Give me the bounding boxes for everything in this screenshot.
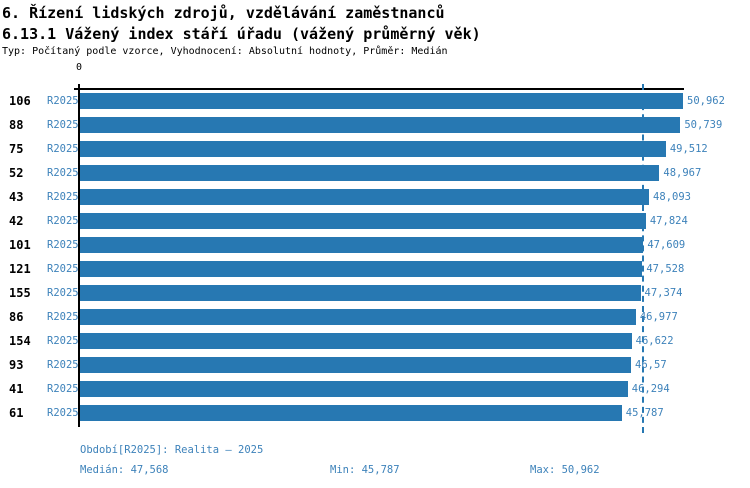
bar[interactable] [80,117,681,133]
row-period-label: R2025 [47,215,79,227]
bar[interactable] [80,261,643,277]
bar[interactable] [80,309,636,325]
bar-value-label: 49,512 [669,143,708,155]
row-period-label: R2025 [47,167,79,179]
row-period-label: R2025 [47,383,79,395]
bar[interactable] [80,189,650,205]
bar[interactable] [80,141,666,157]
row-id-label: 41 [9,382,24,396]
bar[interactable] [80,93,683,109]
bar[interactable] [80,405,622,421]
row-period-label: R2025 [47,119,79,131]
row-period-label: R2025 [47,239,79,251]
row-id-label: 101 [9,238,31,252]
median-reference-line [641,84,644,433]
row-id-label: 61 [9,406,24,420]
row-id-label: 155 [9,286,31,300]
page-title: 6. Řízení lidských zdrojů, vzdělávání za… [2,4,445,22]
row-id-label: 121 [9,262,31,276]
bar-value-label: 46,57 [635,359,667,371]
row-id-label: 88 [9,118,24,132]
bar-value-label: 46,977 [639,311,678,323]
row-period-label: R2025 [47,263,79,275]
row-period-label: R2025 [47,143,79,155]
bar[interactable] [80,237,644,253]
row-id-label: 106 [9,94,31,108]
bar[interactable] [80,381,628,397]
row-period-label: R2025 [47,95,79,107]
bar-value-label: 47,609 [647,239,686,251]
footer-median-value: Medián: 47,568 [80,464,169,476]
bar[interactable] [80,333,632,349]
row-period-label: R2025 [47,359,79,371]
row-period-label: R2025 [47,191,79,203]
x-axis-zero-tick-label: 0 [75,62,83,73]
bar-value-label: 45,787 [625,407,664,419]
bar-value-label: 48,967 [663,167,702,179]
bar[interactable] [80,357,631,373]
row-period-label: R2025 [47,311,79,323]
x-axis-line [74,88,684,90]
chart-meta-line: Typ: Počítaný podle vzorce, Vyhodnocení:… [2,46,448,57]
chart-subtitle: 6.13.1 Vážený index stáří úřadu (vážený … [2,25,481,43]
y-axis-line [78,84,80,427]
row-id-label: 93 [9,358,24,372]
bar[interactable] [80,165,660,181]
row-id-label: 75 [9,142,24,156]
bar-value-label: 47,374 [644,287,683,299]
bar-value-label: 47,824 [649,215,688,227]
row-id-label: 86 [9,310,24,324]
row-period-label: R2025 [47,287,79,299]
bar[interactable] [80,285,641,301]
row-id-label: 42 [9,214,24,228]
bar-value-label: 48,093 [653,191,691,203]
footer-period-info: Období[R2025]: Realita – 2025 [80,444,264,456]
row-period-label: R2025 [47,407,79,419]
row-id-label: 52 [9,166,24,180]
bar[interactable] [80,213,646,229]
footer-min-value: Min: 45,787 [330,464,400,476]
row-id-label: 43 [9,190,24,204]
row-period-label: R2025 [47,335,79,347]
bar-value-label: 50,739 [684,119,723,131]
row-id-label: 154 [9,334,31,348]
bar-value-label: 46,622 [635,335,674,347]
footer-max-value: Max: 50,962 [530,464,600,476]
bar-value-label: 46,294 [631,383,670,395]
bar-value-label: 47,528 [646,263,685,275]
bar-value-label: 50,962 [687,95,725,107]
